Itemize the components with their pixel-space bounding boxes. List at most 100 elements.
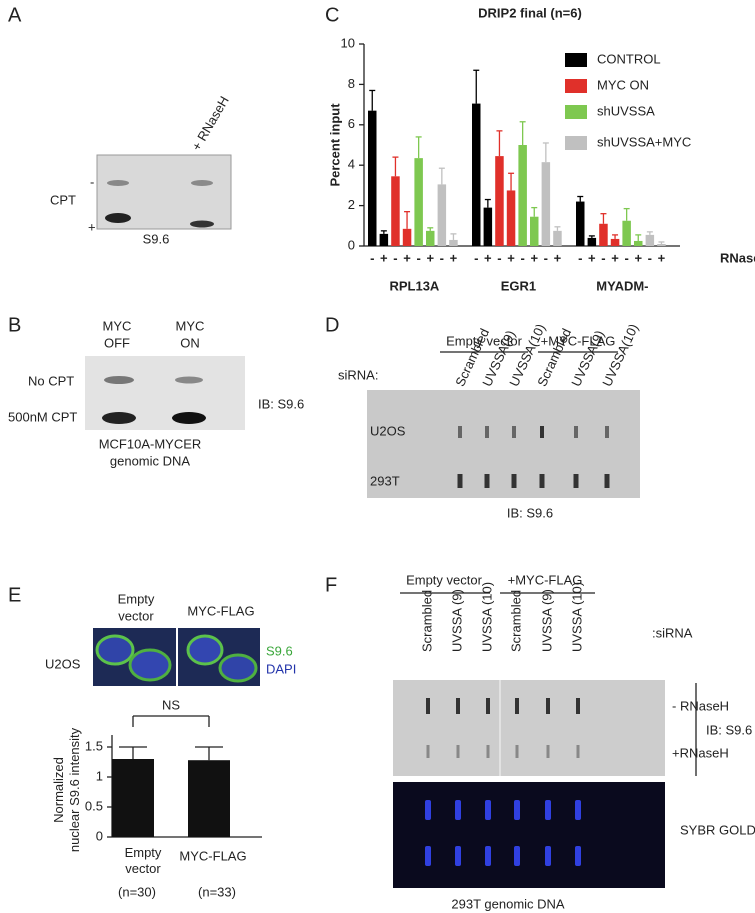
- rnaseh-label: -: [520, 250, 524, 265]
- row-label: No CPT: [28, 373, 74, 388]
- legend-label: CONTROL: [597, 51, 661, 66]
- bar: [518, 145, 527, 246]
- legend-label: shUVSSA: [597, 103, 655, 118]
- rnaseh-label: -: [497, 250, 501, 265]
- band: [104, 376, 134, 384]
- rnaseh-label: -: [648, 250, 652, 265]
- band: [107, 180, 129, 186]
- band: [574, 426, 578, 438]
- band: [190, 220, 214, 228]
- bar: [402, 228, 412, 246]
- legend-label: shUVSSA+MYC: [597, 134, 691, 149]
- antibody-label: IB: S9.6: [258, 396, 304, 411]
- rnaseh-label: +: [450, 250, 458, 265]
- band: [605, 426, 609, 438]
- column-label: UVSSA (10): [569, 582, 584, 652]
- band: [175, 376, 203, 384]
- bar: [483, 207, 493, 246]
- rnaseh-label: -: [474, 250, 478, 265]
- y-tick-label: 1.5: [85, 738, 103, 753]
- blot: [367, 390, 640, 498]
- y-tick-label: 4: [348, 157, 355, 172]
- bar: [657, 243, 666, 246]
- band: [575, 846, 581, 866]
- rnaseh-label: -: [416, 250, 420, 265]
- band: [426, 698, 430, 714]
- band: [458, 426, 462, 438]
- band: [425, 800, 431, 820]
- band: [576, 698, 580, 714]
- bar: [506, 190, 516, 246]
- group-label: Empty vector: [406, 572, 483, 587]
- band: [514, 800, 520, 820]
- rnaseh-label: +: [658, 250, 666, 265]
- band: [540, 426, 544, 438]
- band: [484, 474, 490, 488]
- row-title: CPT: [50, 192, 76, 207]
- band: [102, 412, 136, 424]
- row-label: 293T: [370, 473, 400, 488]
- rnaseh-label: +: [426, 250, 434, 265]
- rnaseh-label: +: [611, 250, 619, 265]
- bar: [426, 230, 435, 246]
- row-label: -: [90, 174, 94, 189]
- band: [546, 698, 550, 714]
- band: [514, 846, 520, 866]
- bar: [541, 162, 551, 246]
- rnaseh-label: -: [601, 250, 605, 265]
- band: [576, 745, 580, 758]
- bar: [188, 760, 230, 837]
- column-label: UVSSA (9): [449, 589, 464, 652]
- band: [515, 698, 519, 714]
- chart-title: DRIP2 final (n=6): [478, 5, 582, 20]
- band: [172, 412, 206, 424]
- band: [486, 698, 490, 714]
- column-label: UVSSA (9): [539, 589, 554, 652]
- rnaseh-label: +: [380, 250, 388, 265]
- band: [457, 474, 463, 488]
- caption: MCF10A-MYCER genomic DNA: [99, 437, 202, 469]
- y-tick-label: 1: [96, 768, 103, 783]
- legend-swatch: [565, 105, 587, 119]
- y-tick-label: 8: [348, 76, 355, 91]
- bar: [449, 239, 458, 246]
- n-label: (n=30): [118, 884, 156, 899]
- y-tick-label: 0: [96, 828, 103, 843]
- antibody-label: IB: S9.6: [507, 505, 553, 520]
- stain-label: S9.6: [266, 643, 293, 658]
- bar: [414, 158, 423, 246]
- image-label: Empty vector: [118, 592, 155, 624]
- blot: [393, 680, 665, 776]
- bar: [553, 230, 562, 246]
- panel-letter: E: [8, 584, 21, 606]
- bar: [634, 240, 643, 246]
- band: [573, 474, 579, 488]
- rnaseh-label: +: [530, 250, 538, 265]
- x-tick-label: EGR1: [501, 278, 536, 293]
- legend-swatch: [565, 79, 587, 93]
- bar: [587, 237, 597, 246]
- group-label: +MYC-FLAG: [541, 333, 616, 348]
- y-tick-label: 10: [341, 35, 355, 50]
- nucleus: [128, 648, 172, 682]
- y-tick-label: 6: [348, 116, 355, 131]
- column-label: MYC ON: [176, 319, 205, 351]
- group-label: Empty vector: [446, 333, 523, 348]
- sirna-title: siRNA:: [338, 367, 378, 382]
- rnaseh-label: +: [403, 250, 411, 265]
- bar: [530, 216, 539, 246]
- rnaseh-label: +: [634, 250, 642, 265]
- rnaseh-label: +: [588, 250, 596, 265]
- x-tick-label: RPL13A: [389, 278, 439, 293]
- panel-letter: B: [8, 314, 21, 336]
- band: [455, 846, 461, 866]
- rnaseh-label: -: [393, 250, 397, 265]
- band: [575, 800, 581, 820]
- gel: [393, 782, 665, 888]
- bar: [495, 156, 504, 246]
- rnaseh-label: -: [370, 250, 374, 265]
- panel-letter: C: [325, 4, 339, 26]
- x-tick-label: Empty vector: [125, 845, 162, 876]
- band: [425, 846, 431, 866]
- caption: 293T genomic DNA: [451, 896, 565, 911]
